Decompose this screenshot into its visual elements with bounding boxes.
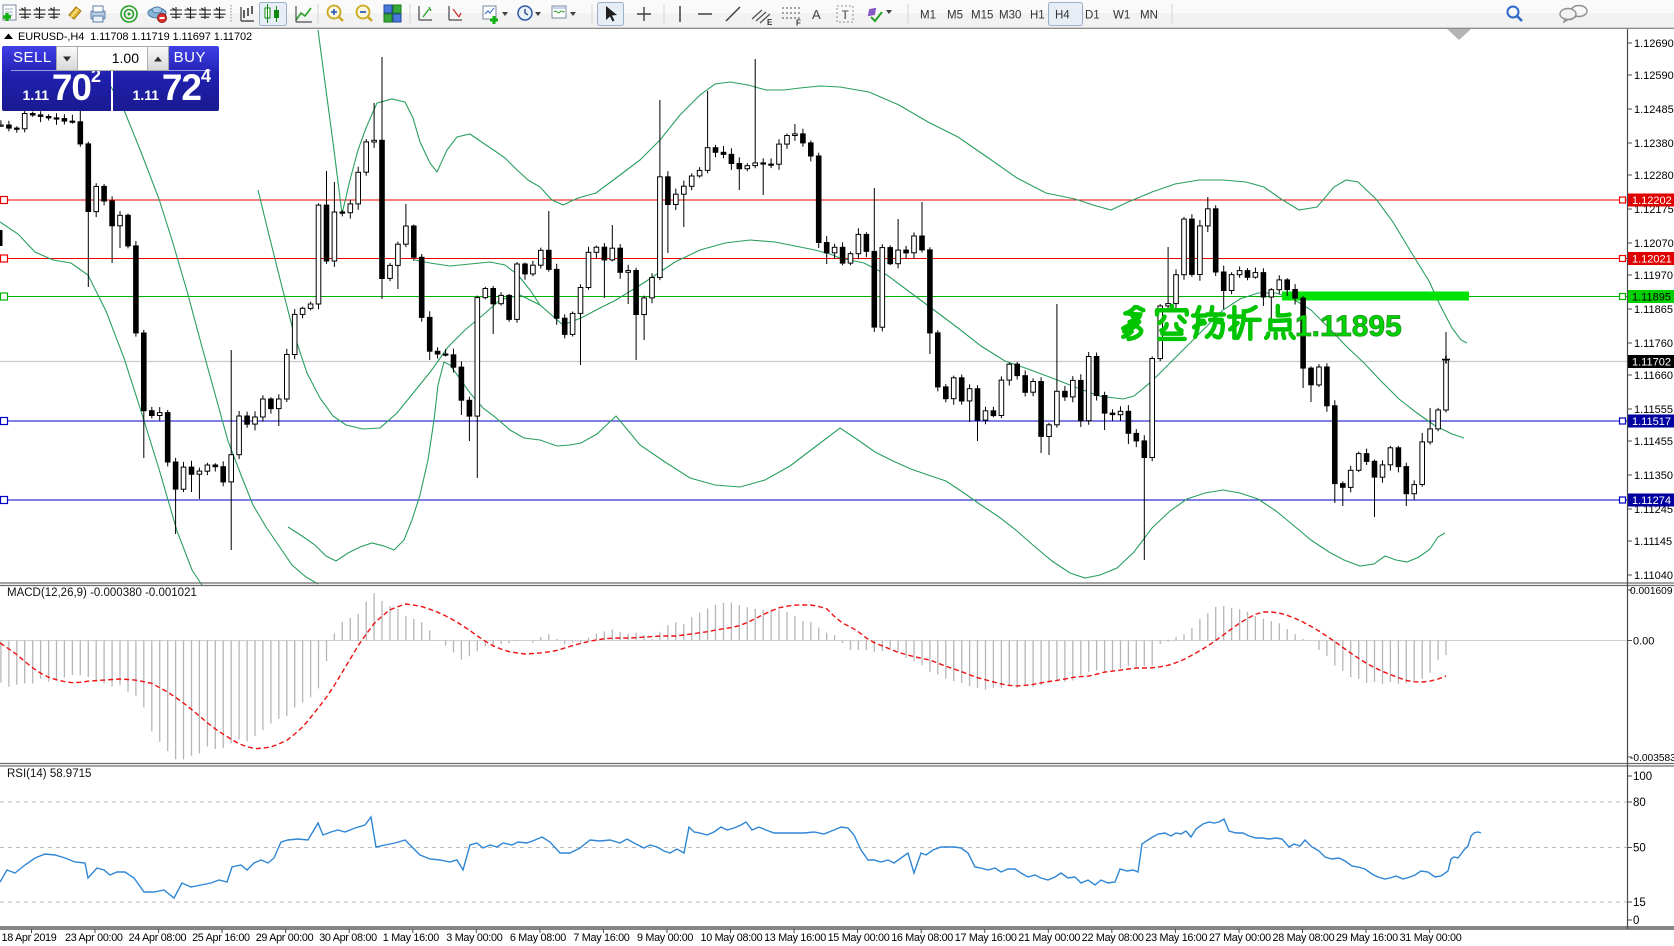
svg-text:1.12380: 1.12380 (1634, 138, 1674, 150)
svg-text:1.11970: 1.11970 (1634, 270, 1673, 282)
svg-text:1.11865: 1.11865 (1634, 304, 1673, 316)
svg-text:1.11517: 1.11517 (1632, 416, 1671, 428)
svg-text:1.11895: 1.11895 (1295, 310, 1402, 343)
svg-text:M15: M15 (971, 10, 993, 22)
svg-text:RSI(14) 58.9715: RSI(14) 58.9715 (7, 768, 91, 780)
svg-text:3 May 00:00: 3 May 00:00 (446, 932, 502, 944)
svg-text:15 May 00:00: 15 May 00:00 (828, 932, 890, 944)
svg-text:1.11702: 1.11702 (1632, 357, 1671, 369)
svg-text:1.11455: 1.11455 (1634, 436, 1673, 448)
svg-text:MACD(12,26,9) -0.000380 -0.001: MACD(12,26,9) -0.000380 -0.001021 (7, 587, 197, 599)
svg-text:W1: W1 (1113, 10, 1130, 22)
svg-text:0: 0 (1633, 915, 1639, 927)
svg-text:21 May 00:00: 21 May 00:00 (1018, 932, 1080, 944)
svg-text:1.12070: 1.12070 (1634, 238, 1674, 250)
svg-text:23 Apr 00:00: 23 Apr 00:00 (65, 932, 123, 944)
svg-text:30 Apr 08:00: 30 Apr 08:00 (319, 932, 377, 944)
svg-text:29 May 16:00: 29 May 16:00 (1336, 932, 1398, 944)
svg-text:EURUSD-,H4 1.11708 1.11719 1.: EURUSD-,H4 1.11708 1.11719 1.11697 1.117… (18, 31, 252, 43)
svg-text:1.11660: 1.11660 (1634, 370, 1673, 382)
svg-text:1.11895: 1.11895 (1632, 292, 1671, 304)
svg-text:7 May 16:00: 7 May 16:00 (573, 932, 629, 944)
svg-text:1.12690: 1.12690 (1634, 38, 1674, 50)
svg-text:23 May 16:00: 23 May 16:00 (1145, 932, 1207, 944)
svg-text:MN: MN (1140, 10, 1158, 22)
svg-text:1.11040: 1.11040 (1634, 570, 1673, 582)
svg-text:M1: M1 (920, 10, 936, 22)
svg-text:A: A (812, 7, 821, 22)
svg-text:1 May 16:00: 1 May 16:00 (383, 932, 439, 944)
svg-text:T: T (842, 8, 850, 22)
svg-text:F: F (796, 19, 801, 28)
svg-text:-0.003583: -0.003583 (1630, 753, 1674, 764)
svg-text:25 Apr 16:00: 25 Apr 16:00 (192, 932, 250, 944)
svg-text:H4: H4 (1055, 10, 1070, 22)
svg-text:1.12485: 1.12485 (1634, 104, 1674, 116)
svg-text:1.12175: 1.12175 (1634, 204, 1674, 216)
svg-text:1.11245: 1.11245 (1634, 504, 1673, 516)
svg-text:1.11555: 1.11555 (1634, 404, 1673, 416)
svg-text:24 Apr 08:00: 24 Apr 08:00 (129, 932, 187, 944)
svg-text:1.12280: 1.12280 (1634, 170, 1674, 182)
svg-text:1.11760: 1.11760 (1634, 338, 1673, 350)
svg-text:H1: H1 (1030, 10, 1045, 22)
svg-text:1.11145: 1.11145 (1634, 536, 1672, 548)
svg-text:15: 15 (1633, 897, 1646, 909)
svg-text:27 May 00:00: 27 May 00:00 (1209, 932, 1271, 944)
svg-text:13 May 16:00: 13 May 16:00 (764, 932, 826, 944)
svg-text:1.12590: 1.12590 (1634, 70, 1674, 82)
svg-text:18 Apr 2019: 18 Apr 2019 (2, 932, 57, 944)
svg-text:50: 50 (1633, 843, 1646, 855)
svg-text:M30: M30 (999, 10, 1021, 22)
svg-text:10 May 08:00: 10 May 08:00 (701, 932, 763, 944)
svg-text:M5: M5 (947, 10, 963, 22)
svg-text:28 May 08:00: 28 May 08:00 (1273, 932, 1335, 944)
svg-text:29 Apr 00:00: 29 Apr 00:00 (256, 932, 314, 944)
svg-text:1.11350: 1.11350 (1634, 470, 1673, 482)
svg-text:80: 80 (1633, 797, 1646, 809)
svg-text:1.12202: 1.12202 (1632, 195, 1672, 207)
svg-text:17 May 16:00: 17 May 16:00 (955, 932, 1017, 944)
svg-text:9 May 00:00: 9 May 00:00 (637, 932, 693, 944)
svg-text:31 May 00:00: 31 May 00:00 (1400, 932, 1462, 944)
svg-text:D1: D1 (1085, 10, 1100, 22)
svg-text:0.00: 0.00 (1633, 636, 1654, 648)
svg-text:22 May 08:00: 22 May 08:00 (1082, 932, 1144, 944)
svg-text:6 May 08:00: 6 May 08:00 (510, 932, 566, 944)
svg-text:100: 100 (1633, 771, 1652, 783)
svg-text:0.001609: 0.001609 (1630, 586, 1673, 597)
svg-text:1.11274: 1.11274 (1632, 495, 1671, 507)
svg-text:16 May 08:00: 16 May 08:00 (891, 932, 953, 944)
svg-text:E: E (767, 18, 773, 27)
svg-text:1.12021: 1.12021 (1632, 254, 1672, 266)
